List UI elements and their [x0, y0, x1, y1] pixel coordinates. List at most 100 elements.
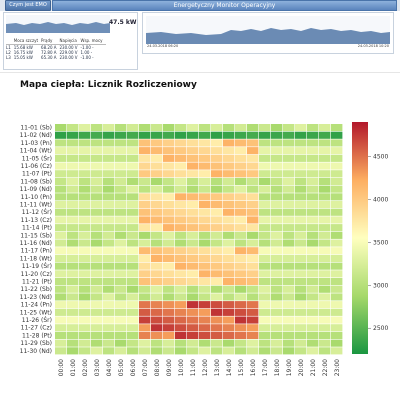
heatmap-cell[interactable]: [295, 293, 307, 301]
heatmap-cell[interactable]: [259, 177, 271, 185]
heatmap-cell[interactable]: [139, 147, 151, 155]
heatmap-cell[interactable]: [295, 147, 307, 155]
heatmap-cell[interactable]: [103, 170, 115, 178]
heatmap-cell[interactable]: [103, 278, 115, 286]
heatmap-cell[interactable]: [151, 331, 163, 339]
heatmap-cell[interactable]: [295, 270, 307, 278]
heatmap-cell[interactable]: [115, 316, 127, 324]
heatmap-cell[interactable]: [199, 131, 211, 139]
heatmap-cell[interactable]: [295, 347, 307, 355]
heatmap-cell[interactable]: [139, 316, 151, 324]
heatmap-cell[interactable]: [223, 262, 235, 270]
heatmap-cell[interactable]: [151, 316, 163, 324]
heatmap-cell[interactable]: [223, 124, 235, 132]
heatmap-cell[interactable]: [103, 324, 115, 332]
heatmap-cell[interactable]: [55, 154, 67, 162]
heatmap-cell[interactable]: [55, 254, 67, 262]
heatmap-cell[interactable]: [67, 316, 79, 324]
heatmap-cell[interactable]: [211, 316, 223, 324]
heatmap-cell[interactable]: [259, 262, 271, 270]
heatmap-cell[interactable]: [139, 254, 151, 262]
heatmap-cell[interactable]: [247, 278, 259, 286]
heatmap-cell[interactable]: [175, 139, 187, 147]
heatmap-cell[interactable]: [235, 208, 247, 216]
heatmap-cell[interactable]: [211, 170, 223, 178]
heatmap-cell[interactable]: [247, 177, 259, 185]
heatmap-cell[interactable]: [307, 254, 319, 262]
heatmap-cell[interactable]: [79, 254, 91, 262]
heatmap-cell[interactable]: [271, 162, 283, 170]
heatmap-cell[interactable]: [127, 339, 139, 347]
heatmap-cell[interactable]: [235, 247, 247, 255]
heatmap-cell[interactable]: [247, 339, 259, 347]
heatmap-cell[interactable]: [319, 185, 331, 193]
heatmap-cell[interactable]: [307, 308, 319, 316]
heatmap-cell[interactable]: [139, 177, 151, 185]
heatmap-cell[interactable]: [235, 339, 247, 347]
heatmap-cell[interactable]: [199, 216, 211, 224]
heatmap-cell[interactable]: [259, 293, 271, 301]
heatmap-cell[interactable]: [283, 270, 295, 278]
heatmap-cell[interactable]: [175, 347, 187, 355]
heatmap-cell[interactable]: [115, 262, 127, 270]
heatmap-cell[interactable]: [139, 208, 151, 216]
heatmap-cell[interactable]: [115, 254, 127, 262]
heatmap-cell[interactable]: [151, 308, 163, 316]
heatmap-cell[interactable]: [199, 224, 211, 232]
heatmap-cell[interactable]: [235, 331, 247, 339]
heatmap-cell[interactable]: [199, 147, 211, 155]
heatmap-cell[interactable]: [127, 201, 139, 209]
heatmap-cell[interactable]: [319, 347, 331, 355]
heatmap-cell[interactable]: [91, 278, 103, 286]
heatmap-cell[interactable]: [91, 316, 103, 324]
heatmap-cell[interactable]: [271, 347, 283, 355]
heatmap-cell[interactable]: [211, 239, 223, 247]
heatmap-cell[interactable]: [91, 270, 103, 278]
heatmap-cell[interactable]: [223, 193, 235, 201]
heatmap-cell[interactable]: [223, 308, 235, 316]
heatmap-cell[interactable]: [187, 170, 199, 178]
heatmap-cell[interactable]: [127, 170, 139, 178]
heatmap-cell[interactable]: [223, 177, 235, 185]
heatmap-cell[interactable]: [175, 177, 187, 185]
heatmap-cell[interactable]: [211, 270, 223, 278]
heatmap-cell[interactable]: [307, 208, 319, 216]
heatmap-cell[interactable]: [223, 301, 235, 309]
heatmap-cell[interactable]: [247, 347, 259, 355]
heatmap-cell[interactable]: [271, 185, 283, 193]
heatmap-cell[interactable]: [319, 301, 331, 309]
heatmap-cell[interactable]: [151, 170, 163, 178]
heatmap-cell[interactable]: [151, 278, 163, 286]
heatmap-cell[interactable]: [295, 131, 307, 139]
heatmap-cell[interactable]: [295, 339, 307, 347]
heatmap-cell[interactable]: [67, 224, 79, 232]
heatmap-cell[interactable]: [127, 124, 139, 132]
heatmap-cell[interactable]: [295, 231, 307, 239]
heatmap-cell[interactable]: [127, 208, 139, 216]
heatmap-cell[interactable]: [103, 293, 115, 301]
heatmap-cell[interactable]: [211, 324, 223, 332]
heatmap-cell[interactable]: [259, 170, 271, 178]
heatmap-cell[interactable]: [175, 278, 187, 286]
heatmap-cell[interactable]: [283, 139, 295, 147]
heatmap-cell[interactable]: [55, 193, 67, 201]
heatmap-cell[interactable]: [187, 347, 199, 355]
heatmap-cell[interactable]: [127, 185, 139, 193]
heatmap-cell[interactable]: [79, 247, 91, 255]
heatmap-cell[interactable]: [91, 231, 103, 239]
heatmap-cell[interactable]: [91, 324, 103, 332]
heatmap-cell[interactable]: [247, 162, 259, 170]
heatmap-cell[interactable]: [175, 339, 187, 347]
heatmap-cell[interactable]: [163, 201, 175, 209]
heatmap-cell[interactable]: [271, 124, 283, 132]
heatmap-cell[interactable]: [67, 170, 79, 178]
heatmap-cell[interactable]: [151, 177, 163, 185]
heatmap-cell[interactable]: [259, 239, 271, 247]
heatmap-cell[interactable]: [331, 262, 343, 270]
heatmap-cell[interactable]: [91, 147, 103, 155]
heatmap-cell[interactable]: [319, 170, 331, 178]
heatmap-cell[interactable]: [163, 124, 175, 132]
heatmap-cell[interactable]: [331, 308, 343, 316]
heatmap-cell[interactable]: [91, 247, 103, 255]
heatmap-cell[interactable]: [247, 331, 259, 339]
